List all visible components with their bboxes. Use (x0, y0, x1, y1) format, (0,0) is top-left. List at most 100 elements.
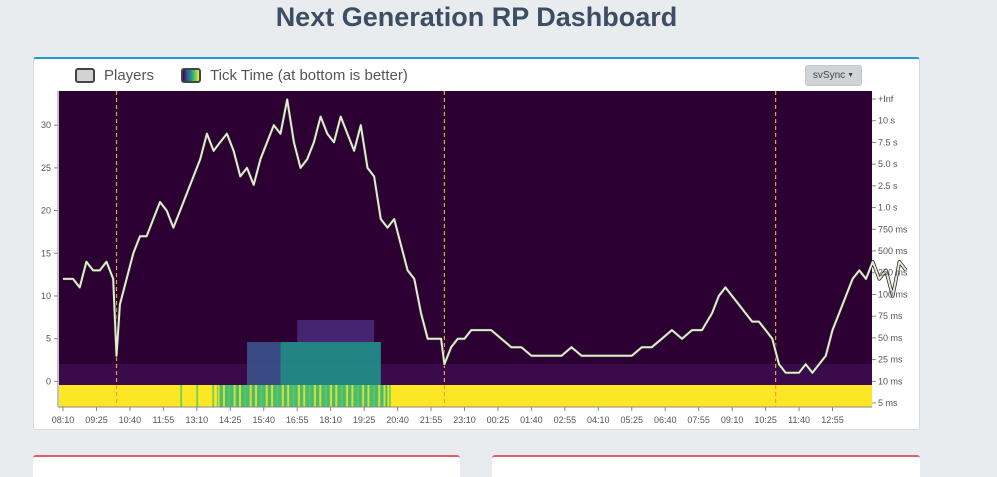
x-tick-label: 13:10 (186, 415, 209, 425)
x-tick-label: 15:40 (252, 415, 275, 425)
players-line (63, 98, 907, 374)
heatmap-stripe (287, 385, 290, 407)
sync-dropdown[interactable]: svSync ▼ (805, 65, 862, 86)
right-tick-label: 500 ms (878, 246, 908, 256)
heatmap-stripe (196, 385, 199, 407)
heatmap-stripe (233, 385, 236, 407)
heatmap-stripe (281, 385, 284, 407)
x-tick-label: 08:10 (52, 415, 75, 425)
players-swatch-icon (75, 68, 95, 83)
page-title: Next Generation RP Dashboard (275, 2, 678, 32)
heatmap-stripe (351, 385, 354, 407)
y-tick-label: 20 (41, 206, 51, 216)
caret-down-icon: ▼ (847, 72, 855, 79)
heatmap-stripe (255, 385, 258, 407)
bottom-card-right (492, 455, 920, 477)
heatmap-stripe (260, 385, 263, 407)
x-tick-label: 01:40 (520, 415, 543, 425)
y-tick-label: 30 (41, 120, 51, 130)
right-tick-label: 7.5 s (878, 137, 898, 147)
x-tick-label: 19:25 (353, 415, 376, 425)
right-tick-label: 10 s (878, 116, 896, 126)
x-tick-label: 16:55 (286, 415, 309, 425)
heatmap-cell (247, 342, 281, 385)
x-tick-label: 11:55 (152, 415, 174, 425)
heatmap-stripe (340, 385, 343, 407)
right-tick-label: 100 ms (878, 289, 908, 299)
heatmap-stripe (313, 385, 316, 407)
x-tick-label: 02:55 (554, 415, 577, 425)
x-tick-label: 18:10 (319, 415, 342, 425)
heatmap-stripe (238, 385, 241, 407)
legend-tick-label: Tick Time (at bottom is better) (210, 67, 408, 84)
y-tick-label: 5 (46, 334, 51, 344)
heatmap-stripe (308, 385, 311, 407)
right-tick-label: 75 ms (878, 311, 903, 321)
heatmap-stripe (329, 385, 332, 407)
y-tick-label: 25 (41, 163, 51, 173)
x-tick-label: 12:55 (821, 415, 844, 425)
heatmap-stripe (212, 385, 215, 407)
right-tick-label: 750 ms (878, 224, 908, 234)
heatmap-stripe (324, 385, 327, 407)
right-tick-label: 50 ms (878, 333, 903, 343)
heatmap-stripe (265, 385, 268, 407)
x-tick-label: 00:25 (487, 415, 510, 425)
heatmap-stripe (356, 385, 359, 407)
right-tick-label: 25 ms (878, 355, 903, 365)
x-tick-label: 10:25 (754, 415, 777, 425)
heatmap-stripe (217, 385, 220, 407)
heatmap-stripe (222, 385, 225, 407)
heatmap-stripe (228, 385, 231, 407)
x-tick-label: 09:25 (85, 415, 108, 425)
x-tick-label: 05:25 (620, 415, 643, 425)
heatmap-stripe (367, 385, 370, 407)
x-tick-label: 20:40 (386, 415, 409, 425)
x-tick-label: 04:10 (587, 415, 610, 425)
right-tick-label: 2.5 s (878, 181, 898, 191)
plot-background (59, 91, 872, 407)
heatmap-stripe (276, 385, 279, 407)
heatmap-stripe (303, 385, 306, 407)
heatmap-stripe (362, 385, 365, 407)
heatmap-stripe (297, 385, 300, 407)
tick-gradient-swatch-icon (181, 68, 201, 83)
heatmap-stripe (335, 385, 338, 407)
heatmap-stripe (190, 385, 193, 407)
bottom-card-left (33, 455, 460, 477)
right-tick-label: 250 ms (878, 268, 908, 278)
heatmap-cell (280, 342, 381, 385)
heatmap-cell (297, 320, 375, 342)
right-tick-label: 10 ms (878, 376, 903, 386)
heatmap-stripe (319, 385, 322, 407)
y-tick-label: 15 (41, 248, 51, 258)
heatmap-band-10ms (59, 364, 872, 385)
heatmap-stripe (378, 385, 381, 407)
heatmap-stripe (201, 385, 204, 407)
x-tick-label: 10:40 (119, 415, 142, 425)
x-tick-label: 11:40 (788, 415, 810, 425)
x-tick-label: 14:25 (219, 415, 242, 425)
legend-players-label: Players (104, 67, 155, 84)
y-tick-label: 10 (41, 291, 51, 301)
heatmap-stripe (206, 385, 209, 407)
heatmap-stripe (346, 385, 349, 407)
heatmap-stripe (180, 385, 183, 407)
heatmap-cell (216, 385, 388, 407)
sync-dropdown-label: svSync (812, 70, 846, 81)
x-tick-label: 07:55 (687, 415, 710, 425)
right-tick-label: 5 ms (878, 398, 898, 408)
heatmap-stripe (249, 385, 252, 407)
heatmap-stripe (292, 385, 295, 407)
x-tick-label: 23:10 (453, 415, 476, 425)
heatmap-stripe (383, 385, 386, 407)
legend-tick-time[interactable]: Tick Time (at bottom is better) (181, 67, 408, 84)
heatmap-stripe (372, 385, 375, 407)
legend-players[interactable]: Players (75, 67, 154, 84)
right-tick-label: +Inf (878, 94, 894, 104)
heatmap-stripe (244, 385, 247, 407)
right-tick-label: 1.0 s (878, 203, 898, 213)
y-tick-label: 0 (46, 376, 51, 386)
x-tick-label: 09:10 (721, 415, 744, 425)
